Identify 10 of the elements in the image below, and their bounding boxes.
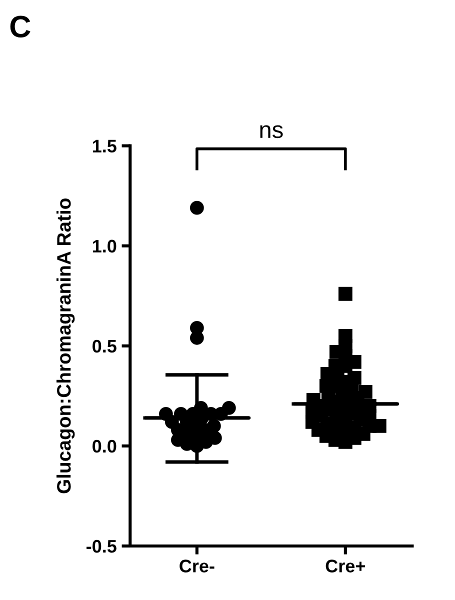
y-tick-label: -0.5 (86, 540, 116, 553)
y-tick-label: 1.0 (92, 240, 116, 253)
y-tick-label: 0.0 (92, 440, 116, 453)
text: ns (260, 125, 283, 138)
x-tick-label: Cre+ (326, 560, 366, 572)
y-tick-label: 1.5 (92, 140, 116, 153)
y-tick-label: 0.5 (92, 340, 116, 353)
y-axis-title: Glucagon:ChromagraninA Ratio (56, 198, 75, 494)
chart-title: C (10, 16, 30, 38)
x-tick-label: Cre- (180, 560, 214, 572)
